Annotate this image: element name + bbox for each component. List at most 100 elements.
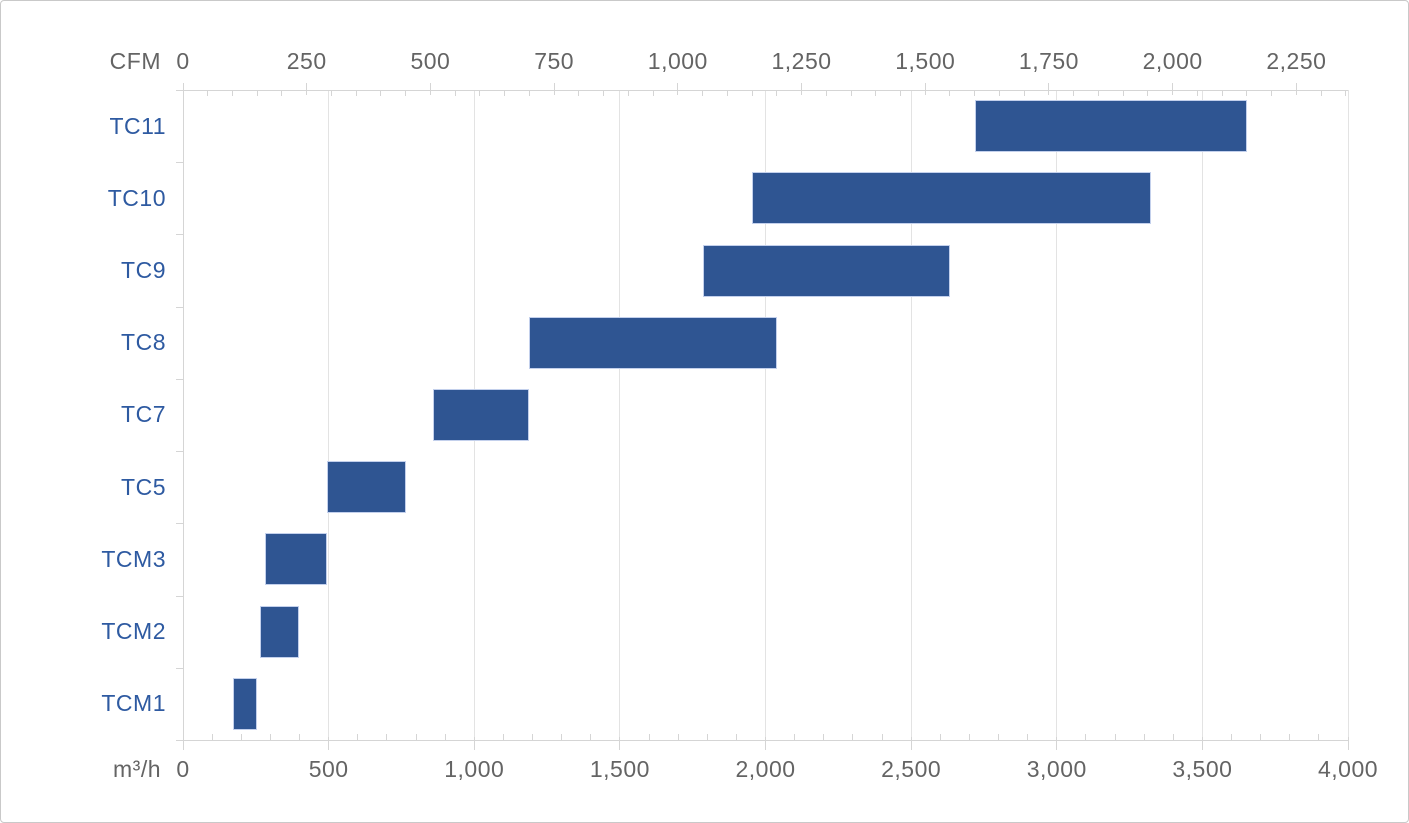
- category-label-tc7: TC7: [121, 401, 166, 428]
- bar-tc7: [432, 389, 530, 441]
- top-axis-minor-tick: [1320, 90, 1322, 96]
- gridline-m3h-1500: [619, 90, 621, 740]
- top-axis-minor-tick: [974, 90, 976, 96]
- gridline-m3h-2500: [910, 90, 912, 740]
- bottom-axis-minor-tick: [1318, 734, 1320, 740]
- top-axis-minor-tick: [380, 90, 382, 96]
- top-axis-minor-tick: [949, 90, 951, 96]
- top-axis-tick-label: 250: [286, 48, 327, 74]
- bar-tcm2: [259, 605, 300, 658]
- bottom-axis-major-tick: [1201, 737, 1203, 750]
- bottom-axis-minor-tick: [1114, 734, 1116, 740]
- top-axis-minor-tick: [652, 90, 654, 96]
- top-axis-major-tick: [677, 83, 679, 95]
- category-axis-tick: [176, 378, 183, 380]
- bottom-axis-minor-tick: [648, 734, 650, 740]
- bottom-axis-minor-tick: [415, 734, 417, 740]
- bottom-axis-tick-label: 1,000: [444, 756, 505, 782]
- bottom-axis-major-tick: [619, 737, 621, 750]
- bar-tc9: [702, 244, 950, 297]
- bottom-axis-minor-tick: [444, 734, 446, 740]
- bottom-axis-minor-tick: [1027, 734, 1029, 740]
- bottom-axis-unit-label: m³/h: [113, 756, 161, 782]
- bottom-axis-minor-tick: [211, 734, 213, 740]
- bottom-axis-tick-label: 2,500: [881, 756, 942, 782]
- gridline-m3h-3500: [1201, 90, 1203, 740]
- top-axis-line: [183, 90, 1348, 91]
- top-axis-major-tick: [801, 83, 803, 95]
- top-axis-minor-tick: [256, 90, 258, 96]
- top-axis-major-tick: [1048, 83, 1050, 95]
- bottom-axis-minor-tick: [532, 734, 533, 740]
- bottom-axis-major-tick: [1347, 737, 1349, 750]
- bottom-axis-minor-tick: [735, 734, 737, 740]
- top-axis-minor-tick: [825, 90, 827, 96]
- top-axis-minor-tick: [1147, 90, 1149, 96]
- bottom-axis-minor-tick: [939, 734, 941, 740]
- top-axis-minor-tick: [1345, 90, 1347, 96]
- top-axis-minor-tick: [405, 90, 407, 96]
- gridline-m3h-4000: [1347, 90, 1349, 740]
- category-label-tc9: TC9: [121, 257, 166, 284]
- top-axis-minor-tick: [479, 90, 481, 96]
- category-label-tcm1: TCM1: [101, 690, 166, 717]
- top-axis-tick-label: 750: [534, 48, 575, 74]
- category-axis-tick: [176, 740, 183, 741]
- category-label-tc10: TC10: [107, 184, 166, 211]
- top-axis-tick-labels: 0 250 500 750 1,000 1,250 1,500 1,750 2,000 2,250: [176, 46, 1348, 76]
- top-axis-minor-tick: [355, 90, 357, 96]
- top-axis-minor-tick: [281, 90, 283, 96]
- top-axis-minor-tick: [998, 90, 1000, 96]
- top-axis-major-tick: [924, 83, 926, 95]
- bottom-axis-minor-tick: [852, 734, 854, 740]
- bottom-axis-major-tick: [473, 737, 475, 750]
- bottom-axis-tick-label: 0: [176, 756, 190, 782]
- category-axis-tick: [176, 523, 183, 525]
- top-axis-major-tick: [306, 83, 308, 95]
- top-axis-minor-tick: [454, 90, 456, 96]
- gridline-m3h-3000: [1056, 90, 1058, 740]
- bar-tc10: [752, 172, 1151, 225]
- bottom-axis-minor-tick: [1289, 734, 1291, 740]
- bottom-axis-tick-label: 1,500: [589, 756, 650, 782]
- bottom-axis-minor-tick: [1143, 734, 1145, 740]
- top-axis-major-tick: [182, 83, 184, 95]
- category-label-tc11: TC11: [109, 112, 166, 139]
- category-axis: TC11 TC10 TC9 TC8 TC7 TC5 TCM3 TCM2 TCM1: [1, 90, 166, 740]
- bottom-axis-minor-tick: [968, 734, 970, 740]
- category-label-tcm2: TCM2: [101, 618, 166, 645]
- bottom-axis-major-tick: [910, 737, 912, 750]
- bottom-axis-minor-tick: [299, 734, 300, 740]
- top-axis-minor-tick: [1221, 90, 1223, 96]
- bottom-axis-tick-label: 3,500: [1172, 756, 1233, 782]
- bottom-axis-tick-label: 4,000: [1317, 756, 1379, 782]
- bottom-axis-minor-tick: [794, 734, 796, 740]
- bottom-axis-minor-tick: [1260, 734, 1262, 740]
- bottom-axis-minor-tick: [269, 734, 271, 740]
- bottom-axis-minor-tick: [823, 734, 825, 740]
- top-axis-major-tick: [1295, 83, 1297, 95]
- bottom-axis-minor-tick: [1172, 734, 1174, 740]
- bottom-axis-tick-label: 3,000: [1026, 756, 1087, 782]
- top-axis-tick-label: 1,750: [1018, 48, 1079, 74]
- top-axis-minor-tick: [1073, 90, 1075, 96]
- top-axis-major-tick: [429, 83, 431, 95]
- gridline-m3h-500: [328, 90, 330, 740]
- top-axis-minor-tick: [231, 90, 233, 96]
- bottom-axis-minor-tick: [677, 734, 679, 740]
- top-axis-minor-tick: [1196, 90, 1198, 96]
- category-axis-tick: [176, 306, 183, 308]
- top-axis-tick-label: 1,500: [895, 48, 956, 74]
- bottom-axis-major-tick: [328, 737, 330, 750]
- top-axis-minor-tick: [578, 90, 580, 96]
- top-axis-minor-tick: [1271, 90, 1273, 96]
- category-axis-tick: [176, 162, 183, 164]
- top-axis-minor-tick: [900, 90, 901, 96]
- top-axis-minor-tick: [627, 90, 629, 96]
- bottom-axis-minor-tick: [706, 734, 708, 740]
- category-label-tcm3: TCM3: [101, 545, 166, 572]
- gridline-m3h-2000: [765, 90, 766, 740]
- bottom-axis-major-tick: [182, 737, 184, 750]
- top-axis-minor-tick: [603, 90, 605, 96]
